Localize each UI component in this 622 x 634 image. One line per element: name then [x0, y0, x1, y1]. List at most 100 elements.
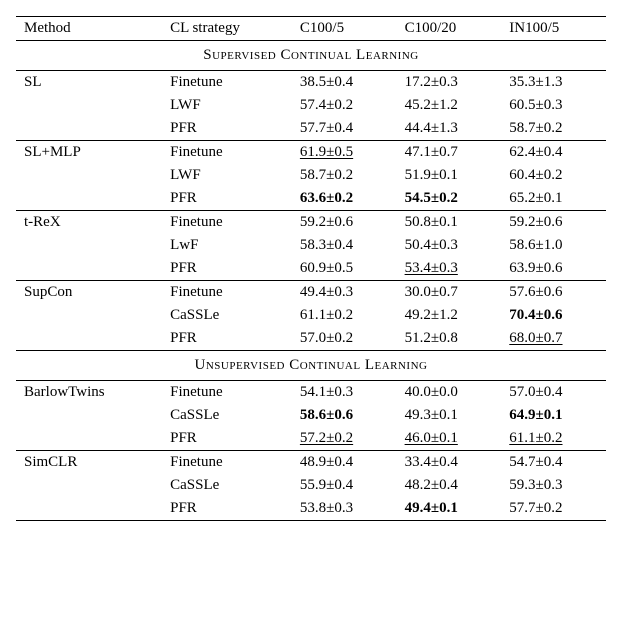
cell-value: 59.3±0.3: [501, 474, 606, 497]
cell-method: SupCon: [16, 281, 162, 305]
col-c100-5: C100/5: [292, 17, 397, 41]
cell-value: 54.1±0.3: [292, 381, 397, 405]
cell-value: 64.9±0.1: [501, 404, 606, 427]
cell-value: 57.7±0.4: [292, 117, 397, 141]
cell-value: 70.4±0.6: [501, 304, 606, 327]
cell-value: 48.2±0.4: [397, 474, 502, 497]
cell-value: 57.4±0.2: [292, 94, 397, 117]
cell-value: 58.3±0.4: [292, 234, 397, 257]
cell-method: t-ReX: [16, 211, 162, 235]
cell-value: 49.3±0.1: [397, 404, 502, 427]
cell-value: 40.0±0.0: [397, 381, 502, 405]
table-row: SLFinetune38.5±0.417.2±0.335.3±1.3: [16, 71, 606, 95]
cell-strategy: LwF: [162, 234, 292, 257]
cell-value: 35.3±1.3: [501, 71, 606, 95]
col-strategy: CL strategy: [162, 17, 292, 41]
table-row: BarlowTwinsFinetune54.1±0.340.0±0.057.0±…: [16, 381, 606, 405]
table-row: PFR57.0±0.251.2±0.868.0±0.7: [16, 327, 606, 351]
cell-strategy: Finetune: [162, 141, 292, 165]
cell-strategy: Finetune: [162, 211, 292, 235]
cell-strategy: PFR: [162, 327, 292, 351]
cell-value: 44.4±1.3: [397, 117, 502, 141]
cell-value: 17.2±0.3: [397, 71, 502, 95]
cell-value: 68.0±0.7: [501, 327, 606, 351]
cell-method: [16, 304, 162, 327]
cell-method: [16, 497, 162, 521]
cell-strategy: LWF: [162, 94, 292, 117]
cell-value: 57.6±0.6: [501, 281, 606, 305]
cell-value: 45.2±1.2: [397, 94, 502, 117]
cell-value: 33.4±0.4: [397, 451, 502, 475]
cell-value: 57.0±0.4: [501, 381, 606, 405]
cell-strategy: PFR: [162, 187, 292, 211]
cell-value: 62.4±0.4: [501, 141, 606, 165]
cell-value: 58.6±0.6: [292, 404, 397, 427]
cell-value: 54.5±0.2: [397, 187, 502, 211]
table-row: LWF57.4±0.245.2±1.260.5±0.3: [16, 94, 606, 117]
cell-strategy: PFR: [162, 117, 292, 141]
cell-value: 54.7±0.4: [501, 451, 606, 475]
cell-strategy: PFR: [162, 427, 292, 451]
cell-strategy: Finetune: [162, 381, 292, 405]
table-row: SupConFinetune49.4±0.330.0±0.757.6±0.6: [16, 281, 606, 305]
cell-value: 30.0±0.7: [397, 281, 502, 305]
table-row: CaSSLe58.6±0.649.3±0.164.9±0.1: [16, 404, 606, 427]
cell-value: 60.9±0.5: [292, 257, 397, 281]
cell-value: 58.6±1.0: [501, 234, 606, 257]
col-in100-5: IN100/5: [501, 17, 606, 41]
cell-strategy: Finetune: [162, 281, 292, 305]
cell-method: SL+MLP: [16, 141, 162, 165]
cell-value: 63.9±0.6: [501, 257, 606, 281]
cell-strategy: PFR: [162, 257, 292, 281]
cell-value: 61.9±0.5: [292, 141, 397, 165]
cell-method: [16, 257, 162, 281]
cell-value: 61.1±0.2: [292, 304, 397, 327]
header-row: Method CL strategy C100/5 C100/20 IN100/…: [16, 17, 606, 41]
cell-value: 55.9±0.4: [292, 474, 397, 497]
table-row: SL+MLPFinetune61.9±0.547.1±0.762.4±0.4: [16, 141, 606, 165]
cell-method: SimCLR: [16, 451, 162, 475]
cell-strategy: Finetune: [162, 451, 292, 475]
table-row: CaSSLe55.9±0.448.2±0.459.3±0.3: [16, 474, 606, 497]
cell-value: 48.9±0.4: [292, 451, 397, 475]
results-table: Method CL strategy C100/5 C100/20 IN100/…: [16, 16, 606, 521]
col-method: Method: [16, 17, 162, 41]
cell-method: [16, 117, 162, 141]
cell-value: 57.7±0.2: [501, 497, 606, 521]
section-header: Supervised Continual Learning: [16, 41, 606, 71]
cell-value: 46.0±0.1: [397, 427, 502, 451]
cell-value: 60.4±0.2: [501, 164, 606, 187]
cell-method: [16, 427, 162, 451]
cell-method: [16, 404, 162, 427]
cell-value: 58.7±0.2: [292, 164, 397, 187]
cell-strategy: Finetune: [162, 71, 292, 95]
cell-value: 50.4±0.3: [397, 234, 502, 257]
cell-strategy: PFR: [162, 497, 292, 521]
cell-method: [16, 187, 162, 211]
cell-value: 38.5±0.4: [292, 71, 397, 95]
cell-method: [16, 327, 162, 351]
cell-value: 53.8±0.3: [292, 497, 397, 521]
cell-value: 49.4±0.1: [397, 497, 502, 521]
col-c100-20: C100/20: [397, 17, 502, 41]
table-body: Supervised Continual LearningSLFinetune3…: [16, 41, 606, 521]
cell-strategy: LWF: [162, 164, 292, 187]
table-row: PFR57.7±0.444.4±1.358.7±0.2: [16, 117, 606, 141]
cell-method: SL: [16, 71, 162, 95]
table-row: PFR53.8±0.349.4±0.157.7±0.2: [16, 497, 606, 521]
table-row: LWF58.7±0.251.9±0.160.4±0.2: [16, 164, 606, 187]
cell-value: 58.7±0.2: [501, 117, 606, 141]
cell-method: [16, 164, 162, 187]
cell-value: 51.2±0.8: [397, 327, 502, 351]
cell-value: 59.2±0.6: [292, 211, 397, 235]
table-row: PFR63.6±0.254.5±0.265.2±0.1: [16, 187, 606, 211]
cell-value: 57.0±0.2: [292, 327, 397, 351]
section-header: Unsupervised Continual Learning: [16, 351, 606, 381]
cell-method: [16, 234, 162, 257]
table-row: PFR57.2±0.246.0±0.161.1±0.2: [16, 427, 606, 451]
table-row: t-ReXFinetune59.2±0.650.8±0.159.2±0.6: [16, 211, 606, 235]
cell-value: 59.2±0.6: [501, 211, 606, 235]
cell-method: [16, 94, 162, 117]
table-row: SimCLRFinetune48.9±0.433.4±0.454.7±0.4: [16, 451, 606, 475]
cell-value: 51.9±0.1: [397, 164, 502, 187]
